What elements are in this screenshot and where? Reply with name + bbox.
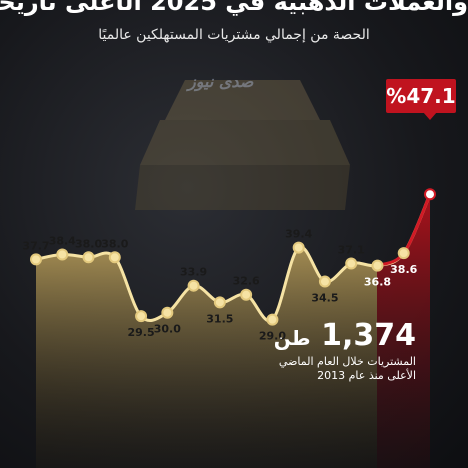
data-label: 32.6	[233, 275, 260, 288]
data-point	[240, 288, 253, 301]
data-label: 34.5	[311, 292, 338, 305]
data-point	[108, 251, 121, 264]
data-label: 36.8	[364, 276, 391, 289]
chart-title: والعملات الذهبية في 2025 الأعلى تاريخيا	[0, 0, 468, 16]
data-point	[292, 241, 305, 254]
total-value: 1,374	[321, 318, 416, 353]
total-unit: طن	[273, 326, 311, 350]
data-point	[318, 275, 331, 288]
total-tonnes: 1,374 طن	[270, 318, 416, 353]
data-point	[30, 253, 42, 266]
data-label: 29.5	[127, 326, 154, 339]
data-label: 37.1	[338, 244, 365, 257]
data-label: 38.4	[49, 235, 76, 248]
data-point	[266, 313, 279, 326]
data-point	[345, 257, 358, 270]
data-label: 38.0	[75, 237, 102, 250]
data-label: 37.7	[22, 239, 49, 252]
data-label: 39.4	[285, 228, 312, 241]
data-point	[161, 306, 174, 319]
data-label: 29.0	[259, 330, 286, 343]
data-point	[82, 251, 95, 264]
data-label: 38.0	[101, 237, 128, 250]
data-point	[213, 296, 226, 309]
data-label: 38.6	[390, 263, 417, 276]
highlight-area-fill	[377, 194, 430, 468]
highlight-badge: %47.1	[386, 79, 456, 113]
data-label: 31.5	[206, 312, 233, 325]
gold-bar-image	[135, 80, 350, 210]
badge-pointer	[423, 112, 437, 120]
highlight-value: %47.1	[386, 84, 456, 108]
series-line	[35, 193, 432, 323]
data-point	[187, 279, 200, 292]
summary-note-2: الأعلى منذ عام 2013	[317, 369, 416, 382]
data-label: 33.9	[180, 266, 207, 279]
data-point	[56, 248, 69, 261]
data-point	[371, 259, 384, 272]
data-point	[424, 188, 436, 201]
summary-note: المشتريات خلال العام الماضي	[278, 355, 416, 368]
chart-subtitle: الحصة من إجمالي مشتريات المستهلكين عالمي…	[98, 27, 370, 43]
data-label: 30.0	[154, 323, 181, 336]
watermark-logo: صدى نيوز	[188, 72, 254, 91]
data-point	[135, 310, 148, 323]
data-point	[397, 247, 410, 260]
area-fill	[36, 247, 377, 468]
